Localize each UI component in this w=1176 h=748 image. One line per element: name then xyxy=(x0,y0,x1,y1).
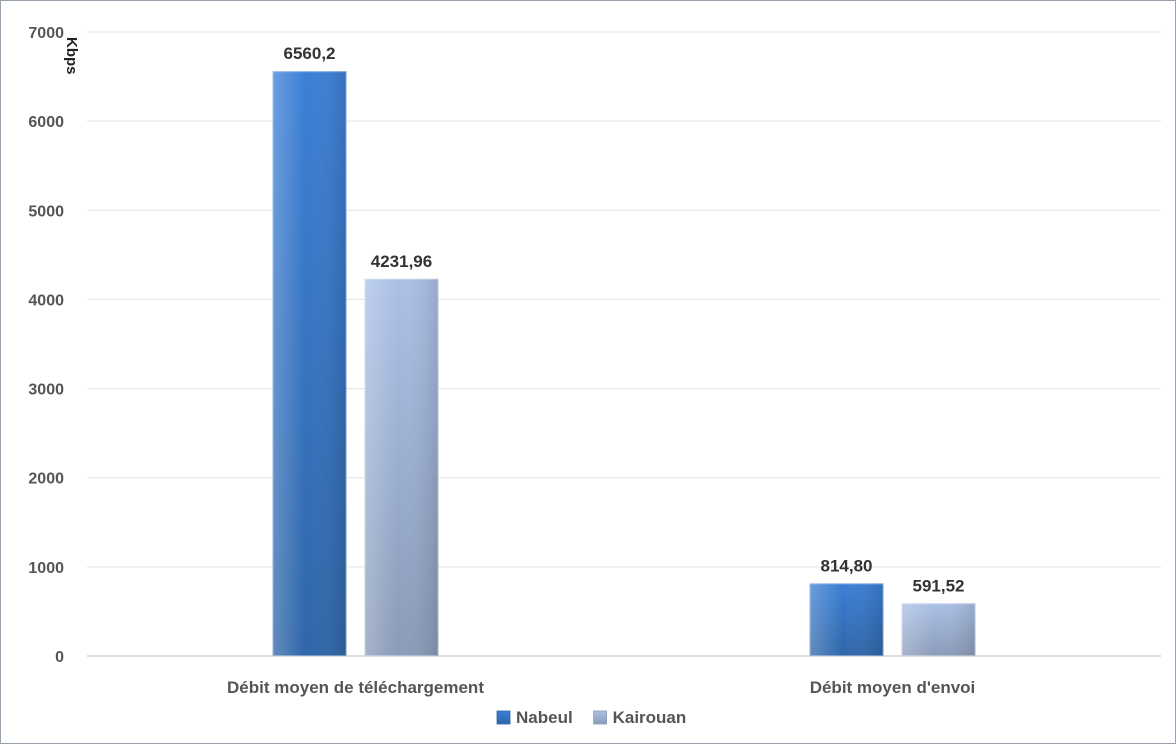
data-label: 591,52 xyxy=(913,576,965,595)
data-label: 6560,2 xyxy=(284,44,336,63)
y-tick-label: 5000 xyxy=(28,203,64,220)
x-axis-categories: Débit moyen de téléchargement Débit moyen… xyxy=(227,678,975,697)
bar-nabeul-0 xyxy=(272,71,347,657)
legend: Nabeul Kairouan xyxy=(496,708,687,727)
legend-swatch xyxy=(496,710,511,725)
y-tick-label: 4000 xyxy=(28,292,64,309)
y-axis-label: Kbps xyxy=(63,37,80,75)
x-category-label: Débit moyen d'envoi xyxy=(810,678,976,697)
y-tick-label: 0 xyxy=(55,649,64,666)
y-tick-label: 6000 xyxy=(28,114,64,131)
y-tick-label: 2000 xyxy=(28,471,64,488)
y-tick-label: 1000 xyxy=(28,560,64,577)
bar-kairouan-0 xyxy=(364,278,439,656)
x-category-label: Débit moyen de téléchargement xyxy=(227,678,484,697)
bar-nabeul-1 xyxy=(809,583,884,656)
bar-kairouan-1 xyxy=(901,603,976,656)
y-axis-ticks: 0 1000 2000 3000 4000 5000 6000 7000 xyxy=(28,25,64,666)
legend-item-nabeul: Nabeul xyxy=(496,708,573,727)
bars xyxy=(272,71,976,657)
data-label: 814,80 xyxy=(821,556,873,575)
y-tick-label: 3000 xyxy=(28,382,64,399)
gridlines xyxy=(87,31,1161,657)
legend-label: Kairouan xyxy=(613,708,687,727)
legend-swatch xyxy=(593,710,607,725)
data-label: 4231,96 xyxy=(371,252,432,271)
legend-item-kairouan: Kairouan xyxy=(593,708,687,727)
y-tick-label: 7000 xyxy=(28,25,64,42)
legend-label: Nabeul xyxy=(516,708,573,727)
data-labels: 6560,2 4231,96 814,80 591,52 xyxy=(284,44,965,595)
